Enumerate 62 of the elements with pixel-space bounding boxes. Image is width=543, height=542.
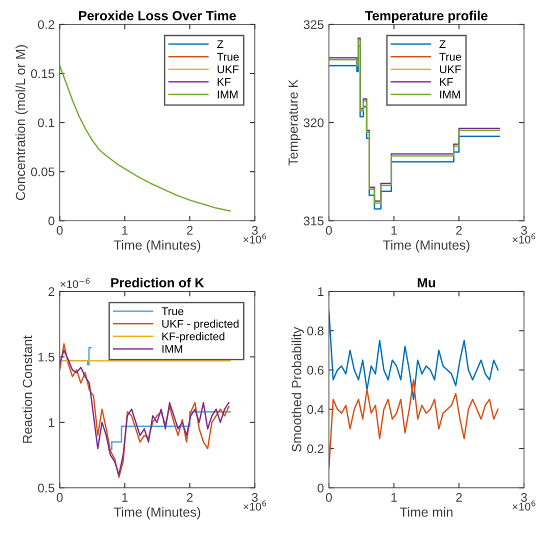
x-axis-title: Time (Minutes) xyxy=(114,507,200,520)
x-tick-label: 0 xyxy=(326,226,332,235)
y-axis-title: Concentration (mol/L or M) xyxy=(15,45,28,200)
line-series xyxy=(328,379,499,469)
x-tick-label: 3 xyxy=(252,226,258,235)
text: ×10$^{−6}$ xyxy=(60,278,90,288)
legend-label: True xyxy=(162,307,184,316)
legend-label: Z xyxy=(439,40,446,48)
y-axis-title: Temperature K xyxy=(288,79,300,166)
legend-label: IMM xyxy=(162,345,182,353)
y-tick-label: 0.2 xyxy=(307,444,324,454)
legend-label: KF-predicted xyxy=(162,332,224,343)
chart-title: Mu xyxy=(418,278,436,288)
x-tick-label: 2 xyxy=(456,492,462,502)
y-tick-label: 0.5 xyxy=(38,484,54,492)
legend-label: IMM xyxy=(440,90,460,98)
x-tick-label: 3 xyxy=(252,492,258,502)
x-tick-label: 2 xyxy=(186,226,193,235)
y-tick-label: 320 xyxy=(304,118,324,128)
x-axis-title: Time min xyxy=(400,507,452,517)
x-tick-label: 1 xyxy=(122,226,128,235)
y-tick-label: 325 xyxy=(304,20,324,30)
chart-title: Peroxide Loss Over Time xyxy=(79,10,236,20)
legend-label: True xyxy=(217,52,239,61)
y-tick-label: 0 xyxy=(48,216,54,226)
x-tick-label: 3 xyxy=(520,492,527,502)
y-tick-label: 2 xyxy=(48,287,54,296)
legend-label: IMM xyxy=(218,90,238,98)
legend-label: UKF xyxy=(440,66,461,74)
y-axis-title: Reaction Constant xyxy=(22,335,32,443)
x-tick-label: 0 xyxy=(56,226,63,235)
x-tick-label: 0 xyxy=(56,492,63,502)
y-tick-label: 1 xyxy=(318,287,324,296)
y-tick-label: 0.15 xyxy=(31,69,54,78)
legend-label: UKF - predicted xyxy=(162,320,239,330)
y-tick-label: 0.8 xyxy=(307,326,324,336)
x-axis-title: Time (Minutes) xyxy=(114,240,200,252)
legend-label: KF xyxy=(218,78,231,86)
y-tick-label: 1 xyxy=(48,418,54,427)
x-tick-label: 1 xyxy=(391,226,397,235)
y-tick-label: 0.05 xyxy=(31,167,54,176)
y-tick-label: 315 xyxy=(304,216,324,226)
x-tick-label: 2 xyxy=(186,492,193,502)
chart-title: Temperature profile xyxy=(365,10,488,23)
chart-title: Prediction of K xyxy=(111,278,204,288)
y-tick-label: 1.5 xyxy=(38,352,54,362)
legend-label: True xyxy=(439,52,462,61)
x-axis-title: Time (Minutes) xyxy=(383,240,470,252)
y-tick-label: 0.6 xyxy=(307,366,324,375)
y-tick-label: 0 xyxy=(318,484,324,492)
x-tick-label: 0 xyxy=(326,492,332,502)
y-axis-title: Smoothed Probability xyxy=(292,326,304,452)
y-tick-label: 0.1 xyxy=(38,118,54,128)
x-tick-label: 2 xyxy=(456,226,462,235)
y-tick-label: 0.2 xyxy=(38,20,54,30)
legend-label: UKF xyxy=(218,66,239,74)
legend-label: Z xyxy=(217,40,224,48)
x-tick-label: 1 xyxy=(391,493,397,502)
legend-label: KF xyxy=(440,78,453,86)
x-tick-label: 1 xyxy=(122,493,128,502)
y-tick-label: 0.4 xyxy=(307,405,324,414)
x-tick-label: 3 xyxy=(520,226,527,235)
